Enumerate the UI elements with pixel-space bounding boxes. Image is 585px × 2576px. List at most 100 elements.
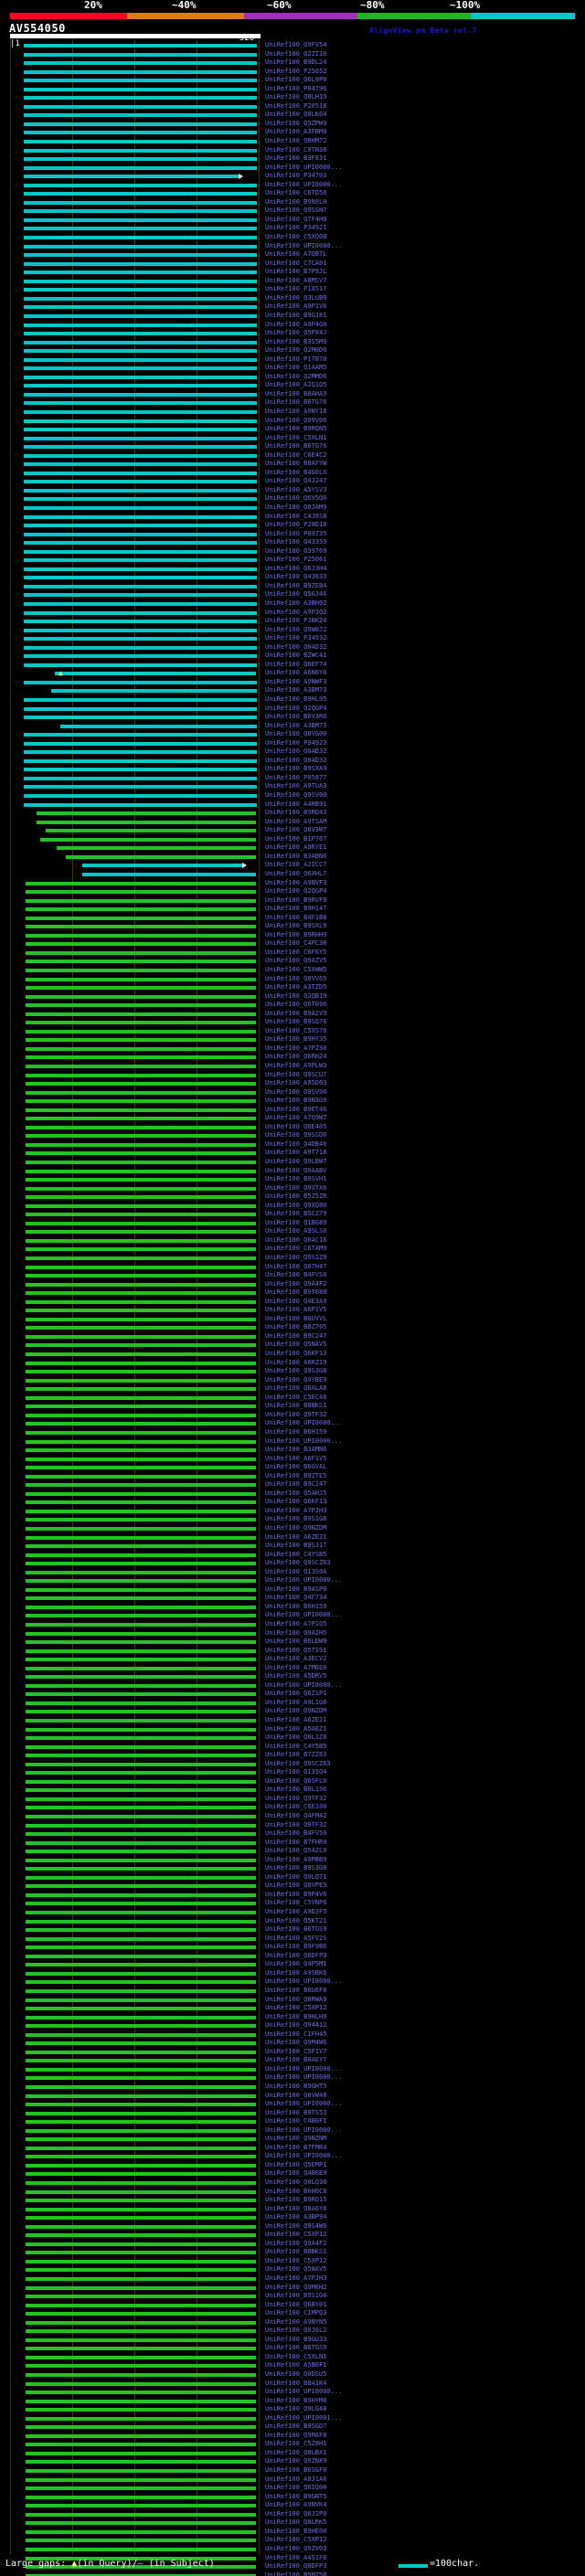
hit-accession-label[interactable]: UniRef100_Q6XHL7 xyxy=(265,869,327,877)
hit-row[interactable]: UniRef100_B6SGF0 xyxy=(0,2466,585,2476)
hit-alignment-bar[interactable] xyxy=(26,1744,256,1749)
hit-row[interactable]: UniRef100_Q6BY01 xyxy=(0,2301,585,2311)
hit-alignment-bar[interactable] xyxy=(26,1509,256,1513)
hit-accession-label[interactable]: UniRef100_Q9M4W6 xyxy=(265,2039,327,2047)
hit-accession-label[interactable]: UniRef100_UPI0000... xyxy=(265,1680,343,1689)
hit-row[interactable]: UniRef100_B6U6F8 xyxy=(0,1987,585,1997)
hit-row[interactable]: UniRef100_Q9LQ71 xyxy=(0,1873,585,1883)
hit-alignment-bar[interactable] xyxy=(24,236,257,240)
hit-row[interactable]: UniRef100_B9C247 xyxy=(0,1332,585,1342)
hit-accession-label[interactable]: UniRef100_A9T718 xyxy=(265,1149,327,1157)
hit-accession-label[interactable]: UniRef100_B9HE00 xyxy=(265,2527,327,2535)
hit-accession-label[interactable]: UniRef100_P3BK24 xyxy=(265,617,327,625)
hit-row[interactable]: UniRef100_B7FMR4 xyxy=(0,2144,585,2154)
hit-accession-label[interactable]: UniRef100_A9D3F5 xyxy=(265,1908,327,1916)
hit-accession-label[interactable]: UniRef100_Q8VW48 xyxy=(265,2091,327,2099)
hit-row[interactable]: UniRef100_Q3ZPW9 xyxy=(0,120,585,130)
hit-accession-label[interactable]: UniRef100_Q6RH24 xyxy=(265,1053,327,1061)
hit-alignment-bar[interactable] xyxy=(26,1710,256,1714)
hit-accession-label[interactable]: UniRef100_UPI0000... xyxy=(265,1419,343,1427)
hit-row[interactable]: UniRef100_B9H147 xyxy=(0,905,585,915)
hit-alignment-bar[interactable] xyxy=(26,1788,256,1793)
hit-accession-label[interactable]: UniRef100_Q9SSN7 xyxy=(265,207,327,215)
hit-row[interactable]: UniRef100_A9NVK4 xyxy=(0,2501,585,2511)
hit-row[interactable]: UniRef100_A6F1V5 xyxy=(0,1455,585,1465)
hit-row[interactable]: UniRef100_C5XLN1 xyxy=(0,434,585,444)
hit-alignment-bar[interactable] xyxy=(24,706,257,711)
hit-accession-label[interactable]: UniRef100_Q5GJ46 xyxy=(265,590,327,599)
hit-alignment-bar[interactable] xyxy=(26,1928,256,1933)
hit-row[interactable]: UniRef100_A2ICC7 xyxy=(0,861,585,871)
hit-accession-label[interactable]: UniRef100_Q5EMP1 xyxy=(265,2160,327,2168)
hit-alignment-bar[interactable] xyxy=(26,1395,256,1400)
hit-accession-label[interactable]: UniRef100_B9RQN5 xyxy=(265,425,327,433)
hit-alignment-bar[interactable] xyxy=(26,2547,256,2551)
hit-alignment-bar[interactable] xyxy=(26,1457,256,1461)
hit-accession-label[interactable]: UniRef100_Q0IQ00 xyxy=(265,2484,327,2492)
hit-row[interactable]: UniRef100_Q9NZNM xyxy=(0,2135,585,2145)
hit-row[interactable]: UniRef100_Q9NZDM xyxy=(0,1524,585,1534)
hit-row[interactable]: UniRef100_P09735 xyxy=(0,530,585,540)
hit-accession-label[interactable]: UniRef100_C4PC38 xyxy=(265,939,327,948)
hit-alignment-bar[interactable] xyxy=(26,1736,256,1741)
hit-row[interactable]: UniRef100_C6E100 xyxy=(0,1803,585,1813)
hit-accession-label[interactable]: UniRef100_P34923 xyxy=(265,738,327,747)
hit-accession-label[interactable]: UniRef100_A9TUA3 xyxy=(265,782,327,790)
hit-row[interactable]: UniRef100_Q9LG48 xyxy=(0,2405,585,2415)
hit-row[interactable]: UniRef100_Q09V06 xyxy=(0,417,585,427)
hit-row[interactable]: UniRef100_Q5AHJ5 xyxy=(0,1489,585,1500)
hit-accession-label[interactable]: UniRef100_B9SXA9 xyxy=(265,765,327,773)
hit-alignment-bar[interactable] xyxy=(26,1806,256,1810)
hit-row[interactable]: UniRef100_C5Z8H1 xyxy=(0,2440,585,2450)
hit-row[interactable]: UniRef100_B9TS53 xyxy=(0,2109,585,2119)
hit-accession-label[interactable]: UniRef100_B9ZTE5 xyxy=(265,1471,327,1479)
hit-accession-label[interactable]: UniRef100_B7FHR0 xyxy=(265,1838,327,1846)
hit-alignment-bar[interactable] xyxy=(24,323,257,327)
hit-row[interactable]: UniRef100_Q4E3A9 xyxy=(0,1298,585,1308)
hit-accession-label[interactable]: UniRef100_P18517 xyxy=(265,285,327,293)
hit-alignment-bar[interactable] xyxy=(24,253,257,258)
hit-alignment-bar[interactable] xyxy=(26,1771,256,1776)
hit-alignment-bar[interactable] xyxy=(24,296,257,301)
hit-alignment-bar[interactable] xyxy=(26,1474,256,1479)
hit-row[interactable]: UniRef100_B3ABN6 xyxy=(0,853,585,863)
hit-alignment-bar[interactable] xyxy=(26,2146,256,2150)
hit-row[interactable]: UniRef100_Q43359 xyxy=(0,538,585,548)
hit-row[interactable]: UniRef100_Q9AABV xyxy=(0,1167,585,1177)
hit-alignment-bar[interactable] xyxy=(57,846,256,851)
hit-row[interactable]: UniRef100_B9GJ81 xyxy=(0,312,585,322)
hit-alignment-bar[interactable] xyxy=(26,1936,256,1941)
hit-row[interactable]: UniRef100_UPI0000... xyxy=(0,2388,585,2398)
hit-alignment-bar[interactable] xyxy=(37,820,256,824)
hit-row[interactable]: UniRef100_Q9A4F2 xyxy=(0,1280,585,1290)
hit-alignment-bar[interactable] xyxy=(24,209,257,214)
hit-alignment-bar[interactable] xyxy=(26,2521,256,2526)
hit-row[interactable]: UniRef100_A7QBTL xyxy=(0,250,585,260)
hit-row[interactable]: UniRef100_B9SJ17 xyxy=(0,1542,585,1552)
hit-accession-label[interactable]: UniRef100_B1P767 xyxy=(265,834,327,843)
hit-row[interactable]: UniRef100_Q39769 xyxy=(0,547,585,557)
hit-accession-label[interactable]: UniRef100_Q2M0D6 xyxy=(265,346,327,355)
hit-row[interactable]: UniRef100_Q9A4F2 xyxy=(0,2240,585,2250)
hit-alignment-bar[interactable] xyxy=(26,2180,256,2185)
hit-alignment-bar[interactable] xyxy=(26,1003,256,1008)
hit-alignment-bar[interactable] xyxy=(24,462,257,467)
hit-row[interactable]: UniRef100_B9ET46 xyxy=(0,1106,585,1116)
hit-accession-label[interactable]: UniRef100_B9F9B6 xyxy=(265,1943,327,1951)
hit-row[interactable]: UniRef100_P04796 xyxy=(0,85,585,95)
hit-alignment-bar[interactable] xyxy=(24,148,257,153)
hit-alignment-bar[interactable] xyxy=(24,392,257,397)
hit-row[interactable]: UniRef100_A8MSV7 xyxy=(0,277,585,287)
hit-row[interactable]: UniRef100_P28D18 xyxy=(0,521,585,531)
hit-accession-label[interactable]: UniRef100_Q8VPE5 xyxy=(265,1882,327,1890)
hit-accession-label[interactable]: UniRef100_A9SBK6 xyxy=(265,1968,327,1977)
hit-alignment-bar[interactable] xyxy=(26,2224,256,2229)
hit-alignment-bar[interactable] xyxy=(26,1875,256,1880)
hit-row[interactable]: UniRef100_Q2MMD6 xyxy=(0,373,585,383)
hit-row[interactable]: UniRef100_B9RQN5 xyxy=(0,425,585,435)
hit-row[interactable]: UniRef100_C5XP12 xyxy=(0,2536,585,2546)
hit-alignment-bar[interactable] xyxy=(24,750,257,755)
hit-alignment-bar[interactable] xyxy=(26,2460,256,2465)
hit-alignment-bar[interactable] xyxy=(26,1265,256,1269)
hit-row[interactable]: UniRef100_Q4FM42 xyxy=(0,1812,585,1822)
